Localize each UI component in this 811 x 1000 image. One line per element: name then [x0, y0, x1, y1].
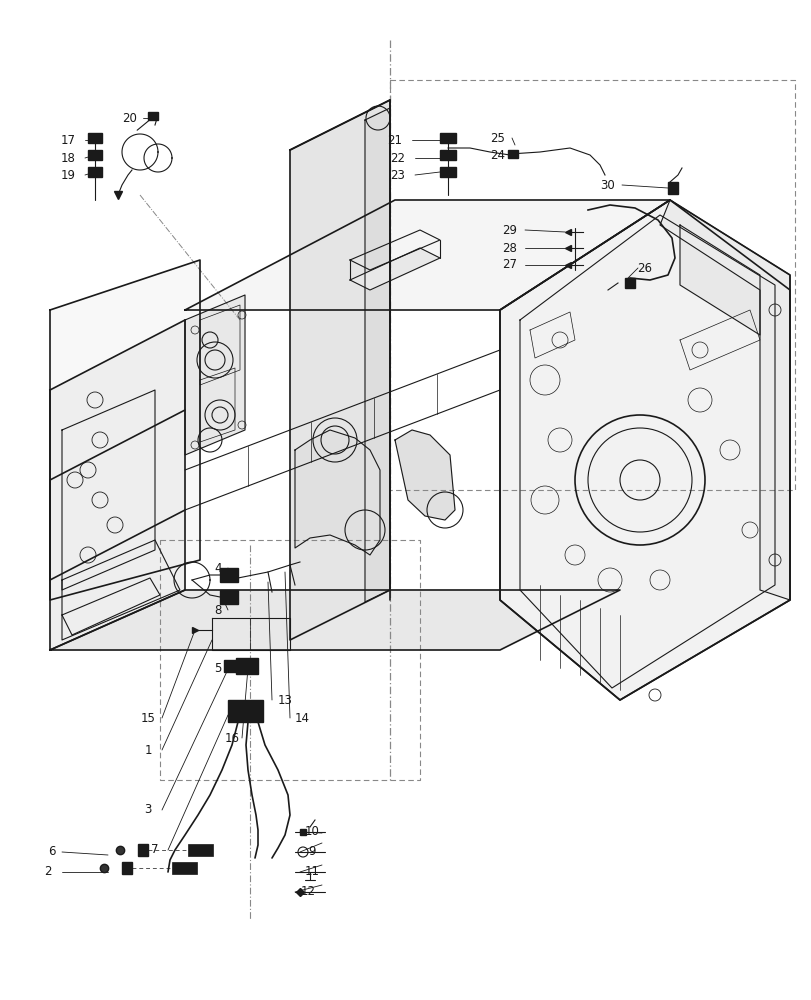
- Polygon shape: [350, 248, 440, 290]
- Polygon shape: [50, 590, 620, 650]
- Bar: [224, 660, 236, 672]
- Bar: [188, 844, 212, 856]
- Bar: [440, 150, 456, 160]
- Text: 20: 20: [122, 112, 137, 125]
- Polygon shape: [294, 430, 380, 555]
- Text: 28: 28: [502, 241, 517, 254]
- Text: 25: 25: [490, 132, 504, 145]
- Text: 23: 23: [390, 169, 405, 182]
- Bar: [88, 150, 102, 160]
- Polygon shape: [365, 108, 389, 602]
- Text: 24: 24: [490, 149, 505, 162]
- Bar: [440, 133, 456, 143]
- Text: 7: 7: [151, 843, 159, 856]
- Bar: [148, 112, 158, 120]
- Text: 13: 13: [277, 694, 292, 706]
- Text: 21: 21: [387, 134, 402, 147]
- Text: 17: 17: [61, 134, 75, 147]
- Polygon shape: [50, 260, 200, 600]
- Polygon shape: [659, 200, 789, 600]
- Polygon shape: [394, 430, 454, 520]
- Polygon shape: [185, 295, 245, 455]
- Bar: [122, 862, 132, 874]
- Text: 22: 22: [390, 152, 405, 165]
- Text: 5: 5: [214, 662, 221, 674]
- Text: 1: 1: [144, 744, 152, 756]
- Text: 2: 2: [44, 865, 52, 878]
- Text: 27: 27: [502, 258, 517, 271]
- Text: 9: 9: [308, 845, 315, 858]
- Text: 10: 10: [304, 825, 319, 838]
- Polygon shape: [500, 200, 789, 700]
- Text: 6: 6: [48, 845, 56, 858]
- Polygon shape: [679, 225, 759, 335]
- Bar: [440, 167, 456, 177]
- Text: 30: 30: [600, 179, 615, 192]
- Polygon shape: [290, 100, 389, 640]
- Text: 26: 26: [637, 261, 652, 274]
- Bar: [228, 700, 263, 722]
- Bar: [220, 590, 238, 604]
- Text: 19: 19: [61, 169, 75, 182]
- Bar: [220, 568, 238, 582]
- Text: 15: 15: [140, 712, 155, 724]
- Text: 12: 12: [300, 885, 315, 898]
- Bar: [624, 278, 634, 288]
- Text: 11: 11: [304, 865, 319, 878]
- Bar: [172, 862, 197, 874]
- Bar: [138, 844, 148, 856]
- Polygon shape: [50, 320, 185, 650]
- Text: 3: 3: [144, 803, 152, 816]
- Text: 16: 16: [224, 732, 239, 744]
- Text: 18: 18: [61, 152, 75, 165]
- Text: 8: 8: [214, 603, 221, 616]
- Bar: [88, 167, 102, 177]
- Text: 14: 14: [294, 712, 309, 724]
- Text: 4: 4: [214, 562, 221, 574]
- Polygon shape: [185, 200, 669, 310]
- Bar: [667, 182, 677, 194]
- Bar: [88, 133, 102, 143]
- Bar: [236, 658, 258, 674]
- Bar: [508, 150, 517, 158]
- Text: 29: 29: [502, 224, 517, 236]
- Polygon shape: [500, 200, 789, 700]
